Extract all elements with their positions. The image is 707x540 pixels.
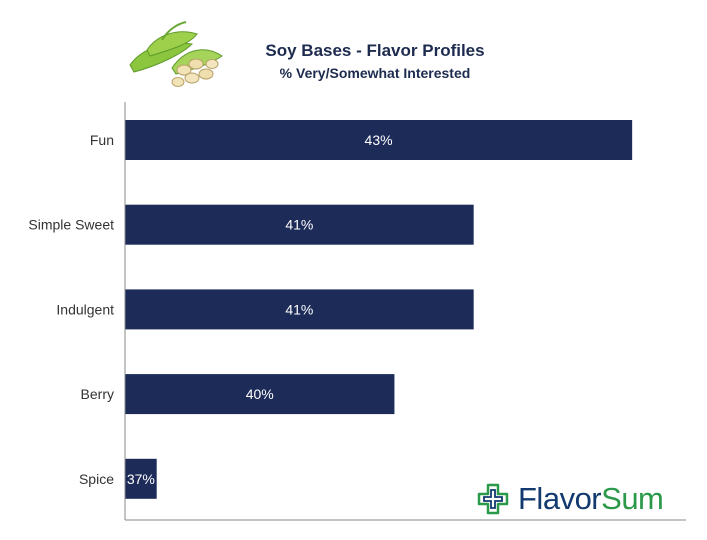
brand-name: FlavorSum	[518, 481, 664, 517]
data-label: 41%	[285, 301, 313, 317]
category-label: Simple Sweet	[28, 217, 114, 233]
bar-indulgent	[125, 289, 474, 330]
data-label: 40%	[246, 386, 274, 402]
data-label: 41%	[285, 217, 313, 233]
category-label: Indulgent	[56, 301, 114, 317]
brand-word-sum: Sum	[601, 481, 664, 516]
data-label: 37%	[127, 471, 155, 487]
brand-word-flavor: Flavor	[518, 481, 602, 516]
plus-cross-icon	[477, 483, 509, 515]
category-label: Fun	[90, 132, 114, 148]
soybean-pods-icon	[129, 21, 223, 87]
chart-subtitle: % Very/Somewhat Interested	[279, 65, 471, 81]
chart-title: Soy Bases - Flavor Profiles	[265, 41, 485, 60]
bar-fun	[125, 120, 633, 160]
category-label: Berry	[81, 386, 114, 402]
bar-berry	[125, 374, 395, 415]
category-label: Spice	[79, 471, 114, 487]
data-label: 43%	[365, 132, 393, 148]
bar-simple-sweet	[125, 204, 474, 245]
flavorsum-logo: FlavorSum	[476, 479, 686, 519]
bar-spice	[125, 458, 157, 499]
